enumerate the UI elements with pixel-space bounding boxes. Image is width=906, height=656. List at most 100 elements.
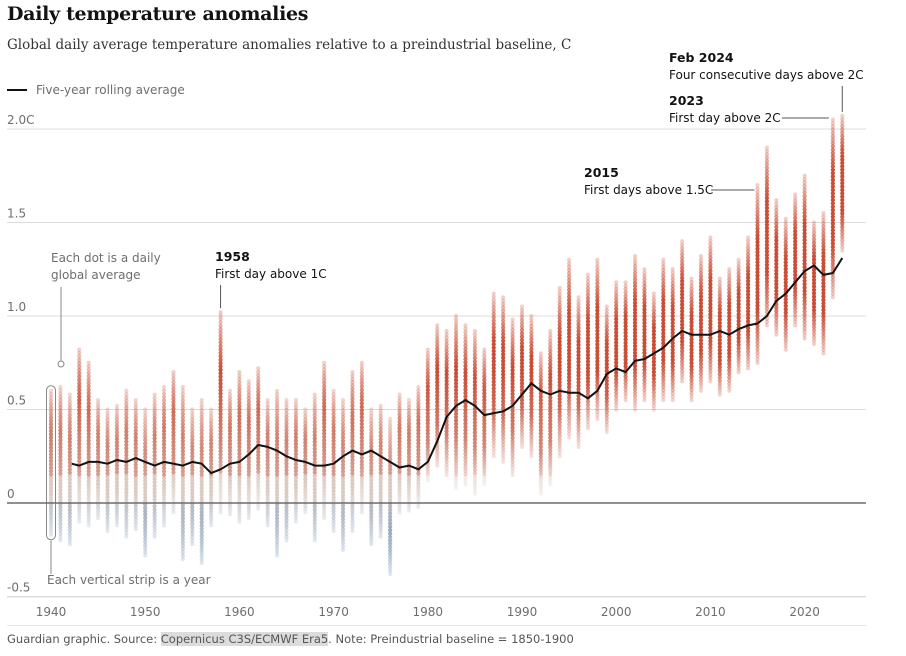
daily-dot: [472, 430, 477, 435]
daily-dot: [369, 531, 374, 537]
daily-dot: [161, 509, 167, 515]
footer-source-link[interactable]: Copernicus C3S/ECMWF Era5: [160, 632, 329, 646]
daily-dot: [670, 300, 675, 305]
daily-dot: [764, 252, 770, 258]
daily-dot: [425, 391, 430, 396]
daily-dot: [161, 455, 167, 461]
daily-dot: [821, 257, 826, 262]
daily-dot: [86, 506, 91, 511]
daily-dot: [689, 327, 694, 332]
daily-dot: [444, 345, 449, 350]
daily-dot: [680, 332, 685, 337]
daily-dot: [293, 452, 299, 457]
daily-dot: [708, 278, 713, 284]
daily-dot: [793, 246, 798, 251]
daily-dot: [58, 458, 63, 463]
daily-dot: [227, 388, 233, 393]
daily-dot: [548, 448, 553, 454]
daily-dot: [614, 353, 619, 359]
daily-dot: [152, 480, 157, 485]
daily-dot: [595, 403, 600, 408]
daily-dot: [698, 375, 704, 380]
daily-dot: [152, 409, 157, 414]
daily-dot: [764, 249, 770, 254]
daily-dot: [755, 313, 760, 318]
daily-dot: [350, 512, 355, 517]
daily-dot: [585, 309, 591, 314]
daily-dot: [745, 312, 751, 317]
daily-dot: [614, 347, 619, 352]
daily-dot: [86, 384, 91, 389]
daily-dot: [209, 496, 214, 501]
daily-dot: [227, 482, 233, 487]
daily-dot: [274, 469, 280, 474]
daily-dot: [114, 493, 120, 498]
daily-dot: [86, 360, 91, 365]
daily-dot: [661, 284, 666, 289]
daily-dot: [745, 295, 751, 300]
daily-dot: [661, 304, 666, 309]
daily-dot: [830, 164, 835, 169]
daily-dot: [152, 477, 157, 482]
daily-dot: [322, 397, 327, 402]
daily-dot: [595, 322, 600, 327]
daily-dot: [406, 471, 412, 476]
daily-dot: [48, 515, 54, 521]
daily-dot: [793, 266, 798, 271]
daily-dot: [745, 282, 751, 287]
daily-dot: [802, 221, 807, 226]
daily-dot: [680, 376, 685, 381]
daily-dot: [152, 429, 157, 434]
daily-dot: [58, 511, 63, 516]
daily-dot: [180, 455, 185, 460]
daily-dot: [425, 421, 430, 426]
daily-dot: [199, 520, 204, 525]
daily-dot: [783, 236, 788, 241]
daily-dot: [623, 354, 628, 359]
year-strip-2015: [755, 183, 760, 365]
daily-dot: [783, 250, 788, 255]
daily-dot: [689, 344, 694, 349]
daily-dot: [425, 444, 430, 450]
daily-dot: [755, 226, 760, 231]
daily-dot: [48, 442, 54, 447]
daily-dot: [369, 498, 374, 503]
daily-dot: [783, 216, 788, 221]
daily-dot: [340, 493, 346, 498]
daily-dot: [180, 408, 185, 413]
daily-dot: [274, 519, 280, 524]
daily-dot: [595, 264, 600, 269]
daily-dot: [322, 478, 327, 483]
daily-dot: [209, 458, 214, 463]
daily-dot: [378, 437, 383, 442]
daily-dot: [152, 412, 157, 417]
daily-dot: [227, 442, 233, 447]
daily-dot: [406, 418, 412, 423]
daily-dot: [388, 416, 393, 421]
daily-dot: [463, 360, 468, 365]
daily-dot: [793, 205, 798, 210]
daily-dot: [416, 491, 421, 496]
daily-dot: [199, 489, 204, 494]
daily-dot: [227, 422, 233, 427]
daily-dot: [416, 451, 421, 456]
daily-dot: [491, 413, 496, 418]
year-strip-1993: [548, 328, 553, 487]
daily-dot: [821, 331, 826, 336]
daily-dot: [472, 386, 477, 391]
daily-dot: [171, 510, 176, 515]
daily-dot: [48, 505, 54, 511]
daily-dot: [501, 419, 506, 424]
daily-dot: [58, 518, 63, 523]
daily-dot: [453, 354, 459, 359]
daily-dot: [783, 277, 788, 282]
daily-dot: [322, 401, 327, 406]
daily-dot: [802, 299, 807, 304]
daily-dot: [293, 495, 299, 501]
daily-dot: [774, 322, 779, 327]
daily-dot: [623, 320, 628, 325]
daily-dot: [680, 262, 685, 267]
daily-dot: [350, 528, 355, 534]
daily-dot: [369, 511, 374, 516]
daily-dot: [105, 471, 110, 476]
